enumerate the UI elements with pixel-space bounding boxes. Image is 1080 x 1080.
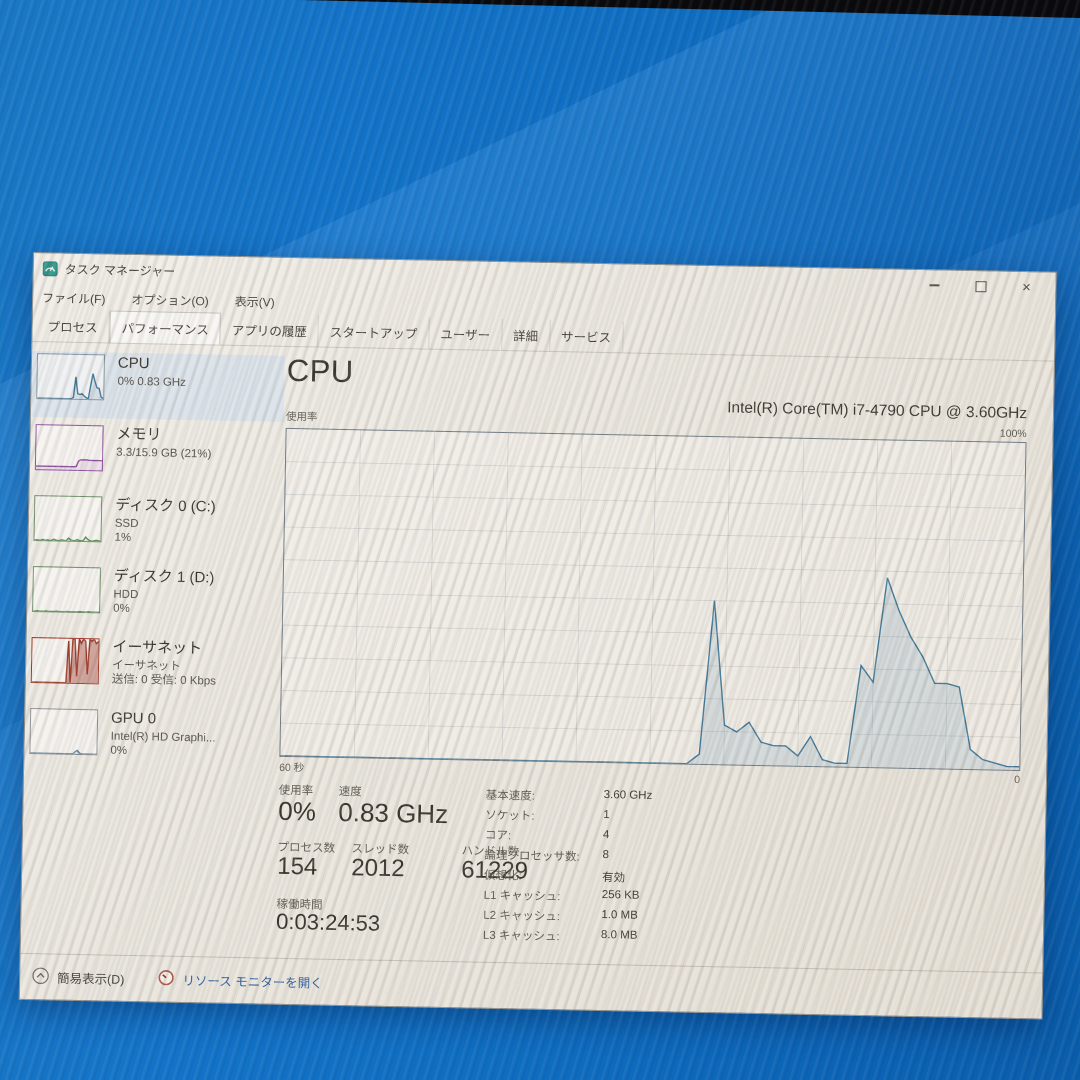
cpu-model-name: Intel(R) Core(TM) i7-4790 CPU @ 3.60GHz xyxy=(726,399,1028,423)
spec-label: 基本速度: xyxy=(485,789,535,803)
usage-value: 0% xyxy=(278,795,317,827)
ethernet-sparkline xyxy=(30,637,100,685)
axis-label-100-percent: 100% xyxy=(999,427,1027,441)
resource-monitor-icon xyxy=(158,970,175,989)
maximize-icon xyxy=(974,280,987,292)
tab-processes[interactable]: プロセス xyxy=(36,310,110,343)
spec-label: L3 キャッシュ: xyxy=(482,929,560,944)
sidebar-item-title: イーサネット xyxy=(112,638,203,658)
chevron-up-circle-icon xyxy=(32,967,49,987)
performance-main-panel: CPU Intel(R) Core(TM) i7-4790 CPU @ 3.60… xyxy=(273,347,1054,973)
window-title: タスク マネージャー xyxy=(64,262,176,279)
disk1-sparkline xyxy=(32,566,101,614)
menu-file[interactable]: ファイル(F) xyxy=(41,290,106,306)
tab-startup[interactable]: スタートアップ xyxy=(318,315,430,349)
sidebar-item-title: ディスク 1 (D:) xyxy=(113,567,215,587)
spec-label: コア: xyxy=(484,829,512,843)
title-bar: タスク マネージャー × xyxy=(33,253,1055,303)
task-manager-window: タスク マネージャー × ファイル(F) オプション(O) 表示(V) プロセス… xyxy=(18,252,1057,1020)
sidebar-item-title: GPU 0 xyxy=(110,709,157,728)
performance-content: CPU 0% 0.83 GHz メモリ 3.3/15.9 GB (21%) xyxy=(21,342,1055,973)
memory-sparkline xyxy=(34,424,104,472)
sidebar-item-sub: 1% xyxy=(114,531,132,545)
axis-label-0: 0 xyxy=(1014,773,1021,787)
sidebar-item-sub: 0% xyxy=(113,602,130,616)
sidebar-item-disk-0[interactable]: ディスク 0 (C:) SSD 1% xyxy=(28,493,282,564)
simple-view-label: 簡易表示(D) xyxy=(56,971,125,987)
spec-label: L1 キャッシュ: xyxy=(483,889,561,904)
resource-monitor-label: リソース モニターを開く xyxy=(182,974,323,991)
uptime-value: 0:03:24:53 xyxy=(275,908,381,936)
sidebar-item-sub: 送信: 0 受信: 0 Kbps xyxy=(111,673,217,688)
gpu0-sparkline xyxy=(29,708,99,756)
spec-value: 有効 xyxy=(601,872,626,885)
tab-details[interactable]: 詳細 xyxy=(501,319,551,351)
sidebar-item-sub: 3.3/15.9 GB (21%) xyxy=(116,446,212,461)
spec-value: 4 xyxy=(602,829,610,842)
sidebar-item-ethernet[interactable]: イーサネット イーサネット 送信: 0 受信: 0 Kbps xyxy=(25,635,279,706)
sidebar-item-cpu[interactable]: CPU 0% 0.83 GHz xyxy=(30,351,286,422)
close-icon: × xyxy=(1021,278,1032,296)
sidebar-item-sub: 0% xyxy=(110,744,128,758)
close-button[interactable]: × xyxy=(1003,272,1050,303)
sidebar-item-disk-1[interactable]: ディスク 1 (D:) HDD 0% xyxy=(27,564,281,635)
axis-label-usage: 使用率 xyxy=(285,410,318,424)
threads-value: 2012 xyxy=(350,854,405,883)
speed-value: 0.83 GHz xyxy=(338,796,449,830)
simple-view-button[interactable]: 簡易表示(D) xyxy=(32,967,125,989)
menu-view[interactable]: 表示(V) xyxy=(234,294,275,310)
sidebar-item-title: メモリ xyxy=(116,425,162,444)
sidebar-item-memory[interactable]: メモリ 3.3/15.9 GB (21%) xyxy=(29,422,283,493)
spec-value: 1.0 MB xyxy=(601,909,638,922)
disk0-sparkline xyxy=(33,495,103,543)
spec-value: 8.0 MB xyxy=(600,929,638,942)
spec-label: L2 キャッシュ: xyxy=(483,909,561,924)
spec-label: 論理プロセッサ数: xyxy=(484,849,580,864)
spec-label: ソケット: xyxy=(485,809,535,823)
sidebar-item-sub: 0% 0.83 GHz xyxy=(117,375,187,389)
minimize-icon xyxy=(929,284,940,287)
minimize-button[interactable] xyxy=(911,270,958,301)
processes-value: 154 xyxy=(276,852,318,881)
sidebar-item-title: ディスク 0 (C:) xyxy=(114,496,216,516)
tab-performance[interactable]: パフォーマンス xyxy=(109,310,222,345)
spec-value: 256 KB xyxy=(601,889,640,902)
axis-label-60s: 60 秒 xyxy=(279,761,305,775)
maximize-button[interactable] xyxy=(957,271,1004,302)
spec-value: 8 xyxy=(602,849,610,862)
cpu-usage-chart xyxy=(279,427,1027,772)
tab-app-history[interactable]: アプリの履歴 xyxy=(220,313,320,347)
page-title: CPU xyxy=(286,352,355,390)
window-controls: × xyxy=(911,270,1050,303)
cpu-spec-list: 基本速度: 3.60 GHz ソケット: 1 コア: 4 論理プロセッサ数: 8 仮想化… xyxy=(483,787,796,953)
tab-users[interactable]: ユーザー xyxy=(429,317,503,351)
sidebar-item-title: CPU xyxy=(117,354,150,373)
sidebar-item-gpu-0[interactable]: GPU 0 Intel(R) HD Graphi... 0% xyxy=(24,706,278,777)
monitor-bezel xyxy=(300,0,1080,18)
spec-value: 1 xyxy=(603,809,610,822)
open-resource-monitor-link[interactable]: リソース モニターを開く xyxy=(158,970,323,992)
task-manager-app-icon xyxy=(42,260,58,276)
menu-options[interactable]: オプション(O) xyxy=(131,292,209,308)
spec-value: 3.60 GHz xyxy=(603,789,653,802)
cpu-sparkline xyxy=(36,353,106,401)
resource-sidebar: CPU 0% 0.83 GHz メモリ 3.3/15.9 GB (21%) xyxy=(21,342,286,958)
spec-label: 仮想化: xyxy=(483,869,522,883)
footer-bar: 簡易表示(D) リソース モニターを開く xyxy=(19,952,1043,1019)
tab-services[interactable]: サービス xyxy=(549,319,624,353)
